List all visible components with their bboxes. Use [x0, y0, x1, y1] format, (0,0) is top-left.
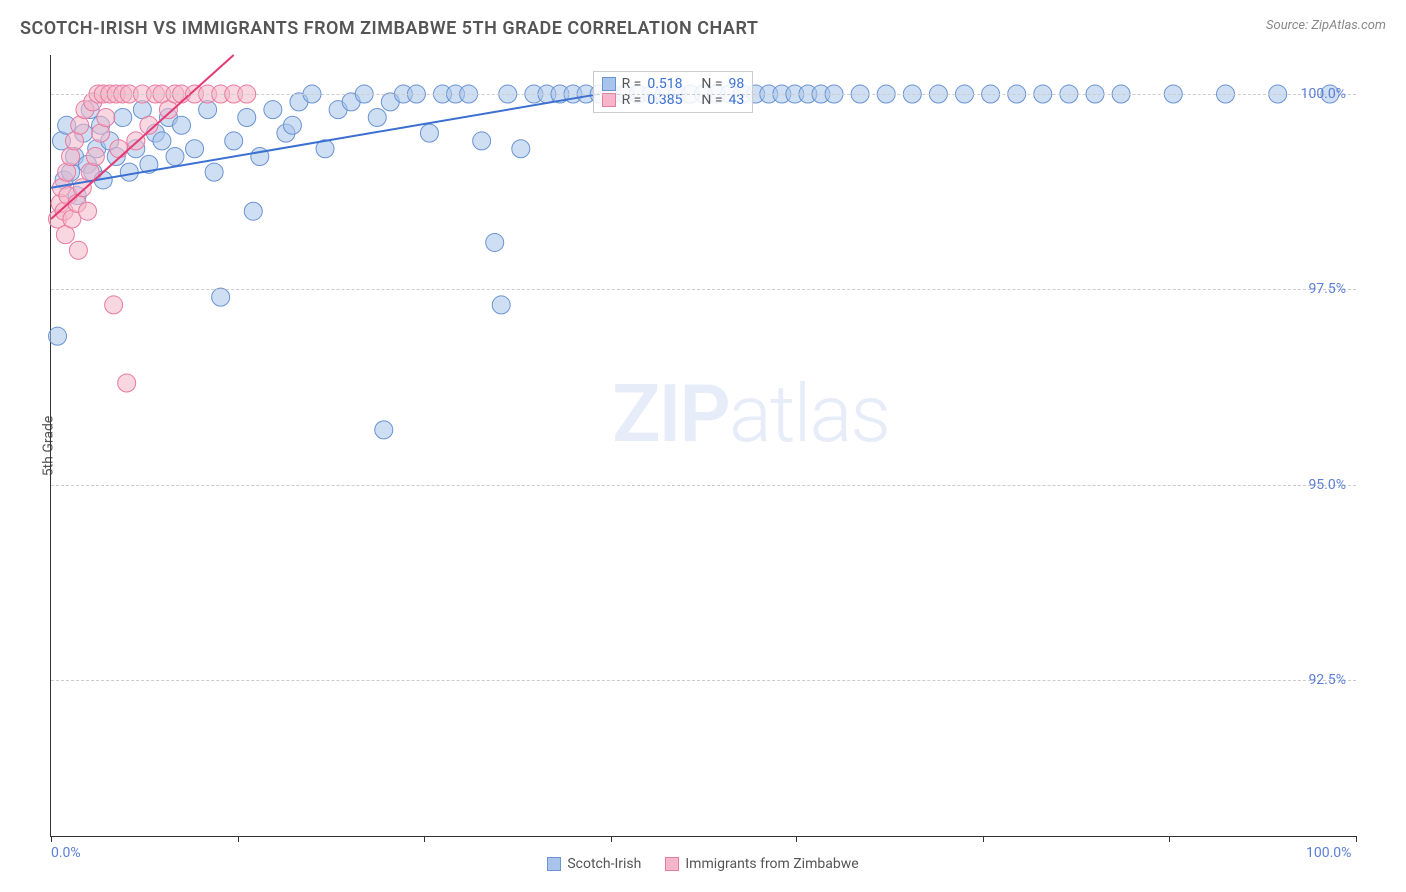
grid-line — [51, 680, 1356, 681]
bottom-legend-label: Immigrants from Zimbabwe — [685, 856, 858, 872]
chart-title: SCOTCH-IRISH VS IMMIGRANTS FROM ZIMBABWE… — [20, 18, 758, 39]
data-point — [212, 288, 230, 306]
bottom-legend-label: Scotch-Irish — [567, 856, 641, 872]
data-point — [205, 163, 223, 181]
scatter-plot — [51, 55, 1356, 836]
data-point — [110, 140, 128, 158]
legend-n-value: 98 — [729, 76, 745, 92]
y-tick-label: 95.0% — [1308, 477, 1346, 493]
legend-marker — [602, 77, 616, 91]
data-point — [105, 296, 123, 314]
data-point — [264, 101, 282, 119]
data-point — [238, 108, 256, 126]
data-point — [120, 163, 138, 181]
stats-legend: R =0.518N =98R =0.385N =43 — [593, 71, 754, 113]
y-tick-label: 100.0% — [1301, 86, 1346, 102]
header: SCOTCH-IRISH VS IMMIGRANTS FROM ZIMBABWE… — [20, 18, 1386, 39]
legend-marker — [665, 857, 679, 871]
x-tick — [983, 836, 984, 842]
data-point — [69, 241, 87, 259]
data-point — [473, 132, 491, 150]
bottom-legend: Scotch-Irish Immigrants from Zimbabwe — [0, 856, 1406, 872]
legend-marker — [547, 857, 561, 871]
y-tick-label: 92.5% — [1308, 672, 1346, 688]
data-point — [118, 374, 136, 392]
source-label: Source: ZipAtlas.com — [1266, 18, 1386, 33]
stats-legend-row: R = 0.518 N = 98 — [602, 76, 745, 92]
data-point — [153, 132, 171, 150]
x-tick — [611, 836, 612, 842]
grid-line — [51, 485, 1356, 486]
grid-line — [51, 289, 1356, 290]
data-point — [97, 108, 115, 126]
data-point — [58, 163, 76, 181]
x-tick — [796, 836, 797, 842]
bottom-legend-item: Immigrants from Zimbabwe — [665, 856, 858, 872]
data-point — [186, 140, 204, 158]
data-point — [368, 108, 386, 126]
data-point — [86, 148, 104, 166]
data-point — [173, 116, 191, 134]
x-tick — [1356, 836, 1357, 842]
data-point — [420, 124, 438, 142]
data-point — [375, 421, 393, 439]
legend-r-value: 0.518 — [647, 76, 695, 92]
data-point — [49, 327, 67, 345]
data-point — [225, 132, 243, 150]
data-point — [62, 148, 80, 166]
data-point — [166, 148, 184, 166]
data-point — [492, 296, 510, 314]
legend-n-label: N = — [701, 76, 722, 92]
data-point — [486, 233, 504, 251]
y-tick-label: 97.5% — [1308, 281, 1346, 297]
data-point — [114, 108, 132, 126]
data-point — [79, 202, 97, 220]
grid-line — [51, 94, 1356, 95]
data-point — [283, 116, 301, 134]
chart-area: ZIPatlas R =0.518N =98R =0.385N =43 92.5… — [50, 55, 1356, 837]
bottom-legend-item: Scotch-Irish — [547, 856, 641, 872]
x-tick — [238, 836, 239, 842]
legend-r-label: R = — [622, 76, 642, 92]
x-tick — [1169, 836, 1170, 842]
chart-container: SCOTCH-IRISH VS IMMIGRANTS FROM ZIMBABWE… — [0, 0, 1406, 892]
x-tick — [424, 836, 425, 842]
data-point — [244, 202, 262, 220]
x-tick — [51, 836, 52, 842]
data-point — [512, 140, 530, 158]
